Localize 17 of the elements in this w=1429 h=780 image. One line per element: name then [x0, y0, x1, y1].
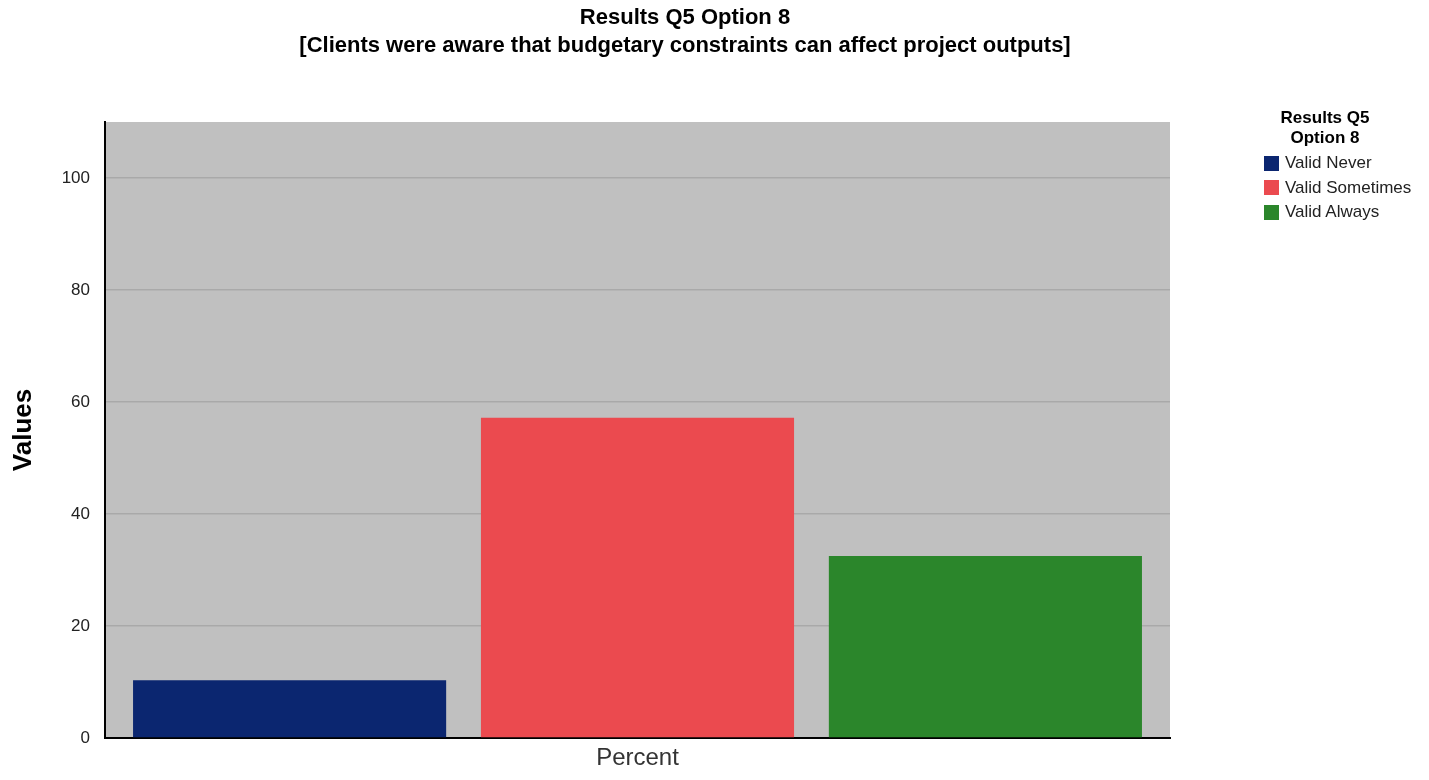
y-tick-label: 60 — [71, 391, 90, 411]
legend-label: Valid Always — [1285, 202, 1380, 223]
y-axis-title: Values — [6, 388, 37, 472]
y-tick-label: 80 — [71, 279, 90, 299]
legend-title: Results Q5 Option 8 — [1279, 108, 1371, 148]
bar — [828, 556, 1142, 738]
y-tick-label: 0 — [80, 727, 90, 747]
y-tick-label: 40 — [71, 503, 90, 523]
bar — [480, 417, 795, 738]
y-tick-label: 100 — [61, 167, 90, 187]
y-tick-label: 20 — [71, 615, 90, 635]
bar — [133, 680, 447, 738]
legend-label: Valid Sometimes — [1285, 177, 1412, 198]
chart-subtitle: [Clients were aware that budgetary constraints can affect project outputs] — [298, 31, 1072, 59]
x-tick-label: Percent — [596, 743, 680, 771]
chart-title: Results Q5 Option 8 — [578, 3, 792, 31]
legend-label: Valid Never — [1285, 153, 1372, 174]
